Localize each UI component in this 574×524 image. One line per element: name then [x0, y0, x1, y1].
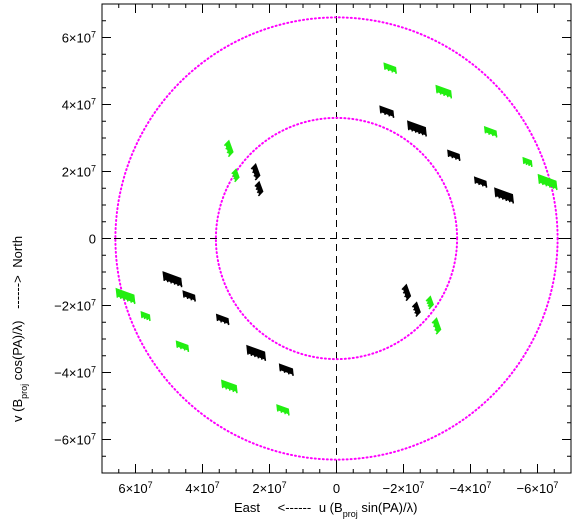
- uv-point-1-6: [233, 177, 236, 180]
- uv-point-0-8: [413, 308, 416, 311]
- y-tick-label: 4×107: [62, 97, 96, 113]
- uv-track-0-2: [447, 149, 461, 161]
- x-axis-title: East <------ u (Bproj sin(PA)/λ): [234, 500, 417, 519]
- uv-track-0-4: [494, 187, 514, 203]
- uv-point-1-5: [226, 150, 230, 154]
- data-layer: [115, 62, 558, 416]
- uv-track-0-0: [379, 105, 395, 118]
- uv-track-0-10: [182, 290, 196, 301]
- uv-point-1-7: [426, 301, 429, 305]
- uv-point-1-8: [432, 324, 436, 328]
- uv-point-1-6: [234, 179, 237, 183]
- y-tick-label: 2×107: [62, 164, 96, 180]
- uv-point-0-7: [405, 298, 408, 302]
- uv-point-0-6: [254, 184, 257, 187]
- uv-point-0-8: [414, 311, 417, 314]
- uv-track-0-9: [162, 271, 183, 287]
- uv-point-0-7: [404, 294, 407, 298]
- uv-point-0-6: [255, 187, 259, 191]
- uv-track-0-11: [215, 313, 230, 325]
- uv-point-0-5: [254, 178, 258, 181]
- x-tick-label: −4×107: [450, 480, 492, 496]
- uv-track-1-2: [483, 125, 498, 137]
- uv-point-1-8: [435, 332, 439, 335]
- uv-point-1-5: [227, 154, 231, 158]
- uv-point-1-8: [434, 328, 437, 332]
- uv-track-1-4: [537, 173, 558, 190]
- reference-layer: [102, 4, 571, 473]
- uv-point-0-5: [250, 167, 254, 170]
- tick-layer: 6×107 4×107 2×107 0 −2×107 −4×107 −6×107 6×107 4…: [54, 3, 572, 496]
- uv-point-0-7: [402, 291, 406, 294]
- x-tick-label: 0: [333, 481, 340, 496]
- y-tick-label: 6×107: [62, 30, 96, 46]
- y-tick-label: −6×107: [54, 432, 96, 448]
- series-0: [162, 105, 515, 377]
- reference-circle-0: [214, 116, 459, 361]
- y-axis-title: v (Bproj cos(PA)/λ) ------> North: [10, 236, 29, 422]
- x-tick-label: −2×107: [383, 480, 425, 496]
- uv-point-1-5: [225, 147, 228, 150]
- uv-track-1-9: [115, 287, 136, 304]
- reference-circle-1: [114, 16, 559, 461]
- uv-point-1-7: [425, 299, 429, 302]
- uv-point-0-6: [256, 190, 260, 194]
- y-tick-label: −2×107: [54, 298, 96, 314]
- uv-point-1-6: [232, 174, 235, 177]
- series-1: [115, 62, 558, 416]
- uv-point-1-8: [431, 321, 435, 324]
- x-tick-label: 2×107: [252, 480, 286, 496]
- x-tick-label: −6×107: [517, 480, 559, 496]
- uv-point-1-5: [223, 143, 227, 147]
- x-axis-title-east: East: [234, 500, 260, 515]
- uv-point-1-7: [427, 304, 430, 307]
- uv-point-0-5: [252, 170, 255, 174]
- uv-track-1-13: [276, 404, 290, 415]
- uv-point-1-6: [231, 171, 234, 175]
- uv-track-1-11: [175, 340, 190, 352]
- uv-point-0-8: [411, 305, 415, 308]
- x-tick-label: 6×107: [118, 480, 152, 496]
- uv-track-0-13: [278, 363, 294, 376]
- uv-point-0-7: [401, 287, 404, 291]
- y-tick-label: −4×107: [54, 365, 96, 381]
- uv-point-1-7: [428, 307, 431, 310]
- x-tick-label: 4×107: [185, 480, 219, 496]
- uv-point-0-6: [257, 193, 261, 197]
- y-tick-label: 0: [89, 232, 96, 247]
- uv-point-0-8: [415, 314, 418, 317]
- uv-track-0-3: [473, 176, 488, 187]
- uv-track-1-0: [383, 62, 397, 73]
- uv-track-0-1: [407, 120, 427, 136]
- uv-point-0-5: [253, 174, 256, 177]
- uv-track-0-12: [246, 344, 266, 361]
